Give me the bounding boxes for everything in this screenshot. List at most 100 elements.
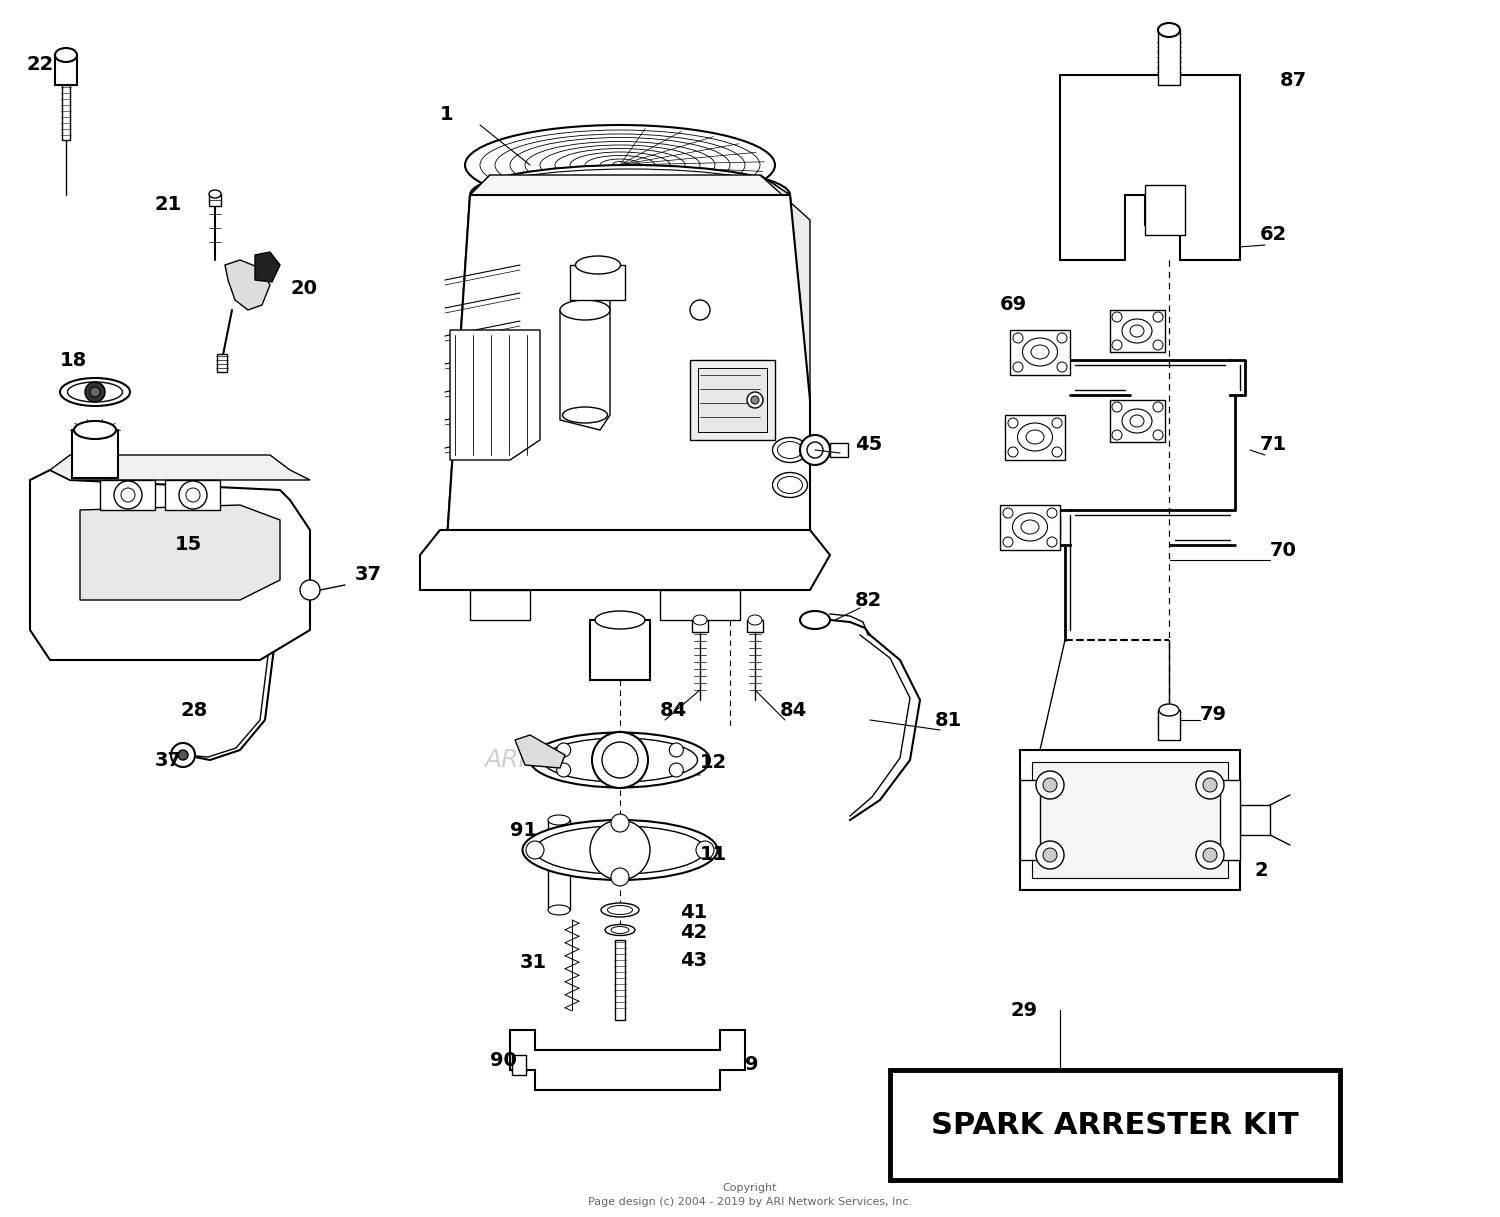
- Bar: [512, 1055, 526, 1075]
- Ellipse shape: [530, 733, 710, 787]
- Bar: [548, 820, 570, 910]
- Circle shape: [1196, 841, 1224, 869]
- Circle shape: [178, 481, 207, 509]
- Ellipse shape: [465, 125, 776, 204]
- Circle shape: [1013, 361, 1023, 372]
- Polygon shape: [100, 479, 154, 510]
- Text: 42: 42: [680, 924, 708, 942]
- Polygon shape: [470, 175, 790, 195]
- Ellipse shape: [562, 406, 608, 424]
- Text: 28: 28: [180, 701, 207, 719]
- Ellipse shape: [68, 382, 123, 402]
- Polygon shape: [560, 295, 610, 430]
- Ellipse shape: [693, 615, 706, 626]
- Ellipse shape: [548, 905, 570, 915]
- Circle shape: [807, 442, 824, 458]
- Ellipse shape: [1130, 325, 1144, 337]
- Circle shape: [669, 763, 684, 776]
- Circle shape: [1154, 312, 1162, 323]
- Circle shape: [300, 581, 320, 600]
- Text: 91: 91: [510, 820, 537, 840]
- Circle shape: [590, 820, 650, 880]
- Ellipse shape: [608, 905, 633, 914]
- Bar: [217, 354, 226, 372]
- Circle shape: [1013, 333, 1023, 343]
- Text: 15: 15: [176, 535, 202, 555]
- Circle shape: [1154, 340, 1162, 350]
- Ellipse shape: [522, 820, 717, 880]
- Circle shape: [1042, 778, 1058, 792]
- Bar: [56, 55, 76, 85]
- Circle shape: [178, 750, 188, 759]
- Ellipse shape: [602, 903, 639, 916]
- Circle shape: [1203, 848, 1216, 862]
- Ellipse shape: [560, 301, 610, 320]
- Text: 1: 1: [440, 106, 453, 124]
- Bar: [1144, 185, 1185, 235]
- Circle shape: [602, 742, 638, 778]
- Text: 69: 69: [1000, 296, 1028, 314]
- Bar: [1110, 400, 1166, 442]
- Polygon shape: [80, 505, 280, 600]
- Circle shape: [1047, 507, 1058, 518]
- Circle shape: [1058, 333, 1066, 343]
- Ellipse shape: [1122, 409, 1152, 433]
- Text: 18: 18: [60, 350, 87, 370]
- Text: 21: 21: [154, 196, 183, 214]
- Ellipse shape: [596, 611, 645, 629]
- Text: 41: 41: [680, 903, 708, 921]
- Circle shape: [1042, 848, 1058, 862]
- Ellipse shape: [1026, 430, 1044, 444]
- Text: ARI PartStream: ARI PartStream: [484, 748, 675, 772]
- Ellipse shape: [470, 166, 790, 225]
- Circle shape: [1058, 361, 1066, 372]
- Text: 37: 37: [154, 751, 182, 769]
- Text: SPARK ARRESTER KIT: SPARK ARRESTER KIT: [932, 1110, 1299, 1139]
- Text: 2: 2: [1256, 860, 1269, 880]
- Polygon shape: [1060, 75, 1240, 260]
- Polygon shape: [165, 479, 220, 510]
- Text: 22: 22: [27, 56, 54, 74]
- Ellipse shape: [1023, 338, 1058, 366]
- Ellipse shape: [800, 611, 830, 629]
- Text: 70: 70: [1270, 540, 1298, 560]
- Circle shape: [747, 392, 764, 408]
- Text: Copyright
Page design (c) 2004 - 2019 by ARI Network Services, Inc.: Copyright Page design (c) 2004 - 2019 by…: [588, 1183, 912, 1207]
- Circle shape: [610, 868, 628, 886]
- Circle shape: [1112, 402, 1122, 413]
- Bar: [692, 619, 708, 632]
- Circle shape: [114, 481, 142, 509]
- Text: 84: 84: [660, 701, 687, 719]
- Text: 84: 84: [780, 701, 807, 719]
- Bar: [1010, 330, 1070, 375]
- Circle shape: [1008, 447, 1019, 458]
- Circle shape: [752, 396, 759, 404]
- Text: 81: 81: [934, 711, 963, 729]
- Circle shape: [610, 814, 628, 832]
- Circle shape: [1036, 841, 1064, 869]
- Polygon shape: [255, 252, 280, 282]
- Ellipse shape: [576, 256, 621, 274]
- Bar: [1110, 310, 1166, 352]
- Bar: [1158, 710, 1180, 740]
- Circle shape: [1052, 447, 1062, 458]
- Ellipse shape: [604, 925, 634, 936]
- Text: 29: 29: [1010, 1000, 1036, 1020]
- Bar: [890, 1070, 1340, 1180]
- Circle shape: [1112, 312, 1122, 323]
- Circle shape: [1004, 537, 1013, 546]
- Text: 31: 31: [520, 953, 548, 971]
- Circle shape: [1154, 430, 1162, 441]
- Text: 43: 43: [680, 950, 706, 970]
- Circle shape: [696, 841, 714, 859]
- Ellipse shape: [536, 826, 705, 874]
- Circle shape: [86, 382, 105, 402]
- Circle shape: [1112, 340, 1122, 350]
- Circle shape: [1112, 430, 1122, 441]
- Polygon shape: [760, 175, 810, 400]
- Bar: [1005, 415, 1065, 460]
- Circle shape: [90, 387, 101, 397]
- Bar: [830, 443, 848, 458]
- Bar: [1032, 762, 1228, 877]
- Text: 9: 9: [746, 1055, 759, 1075]
